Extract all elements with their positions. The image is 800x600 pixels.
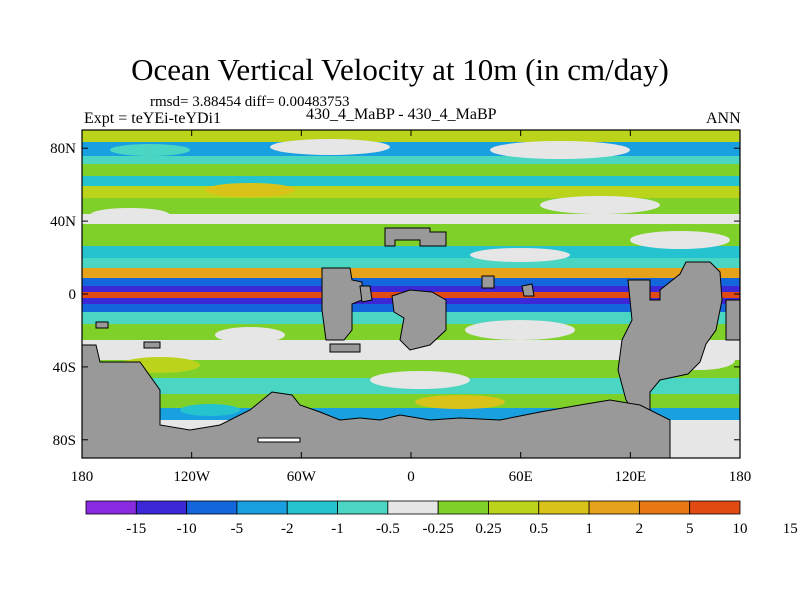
plot-title: Ocean Vertical Velocity at 10m (in cm/da… (131, 52, 669, 87)
colorbar-label: -2 (281, 521, 294, 537)
comparison-label: 430_4_MaBP - 430_4_MaBP (306, 106, 497, 123)
colorbar-swatch (186, 500, 238, 515)
colorbar-swatch (488, 500, 540, 515)
lat-tick-label: 40S (53, 360, 76, 376)
lon-tick-label: 60E (509, 469, 533, 485)
colorbar-swatch (236, 500, 288, 515)
colorbar-label: -0.5 (376, 521, 400, 537)
season-label: ANN (706, 110, 741, 127)
lon-tick-label: 180 (729, 469, 752, 485)
map-field (82, 130, 740, 458)
stats-line: rmsd= 3.88454 diff= 0.00483753 (150, 94, 350, 110)
colorbar-label: -1 (331, 521, 344, 537)
colorbar-label: -10 (177, 521, 197, 537)
colorbar-swatch (689, 500, 741, 515)
lat-tick-label: 40N (50, 214, 76, 230)
colorbar-swatch (387, 500, 439, 515)
colorbar-label: 0.25 (475, 521, 501, 537)
colorbar-label: 1 (585, 521, 593, 537)
colorbar-label: -15 (126, 521, 146, 537)
colorbar-swatch (588, 500, 640, 515)
colorbar-label: 5 (686, 521, 694, 537)
colorbar-swatch (437, 500, 489, 515)
lon-tick-label: 0 (407, 469, 415, 485)
colorbar-swatch (286, 500, 338, 515)
colorbar-swatch (337, 500, 389, 515)
colorbar-label: -0.25 (423, 521, 454, 537)
lon-tick-label: 120W (173, 469, 211, 485)
colorbar-swatch (135, 500, 188, 515)
axis-ticks: 80N 40N 0 40S 80S 180 120W 60W 0 60E 120E 180 (50, 130, 751, 485)
lon-tick-label: 60W (287, 469, 317, 485)
colorbar-label: 2 (636, 521, 644, 537)
colorbar-swatch (538, 500, 590, 515)
colorbar-label: -5 (231, 521, 244, 537)
experiment-label: Expt = teYEi-teYDi1 (84, 110, 221, 127)
land-areas (82, 227, 740, 458)
colorbar-label: 0.5 (529, 521, 548, 537)
colorbar-label: 10 (733, 521, 748, 537)
colorbar: -15 -10 -5 -2 -1 -0.5 -0.25 0.25 0.5 1 2 5 10 15 (85, 500, 798, 537)
lat-tick-label: 80N (50, 141, 76, 157)
lat-tick-label: 80S (53, 433, 76, 449)
colorbar-label: 15 (783, 521, 798, 537)
lat-tick-label: 0 (69, 287, 77, 303)
colorbar-swatch (85, 500, 137, 515)
colorbar-swatch (638, 500, 691, 515)
lon-tick-label: 180 (71, 469, 94, 485)
lon-tick-label: 120E (614, 469, 646, 485)
